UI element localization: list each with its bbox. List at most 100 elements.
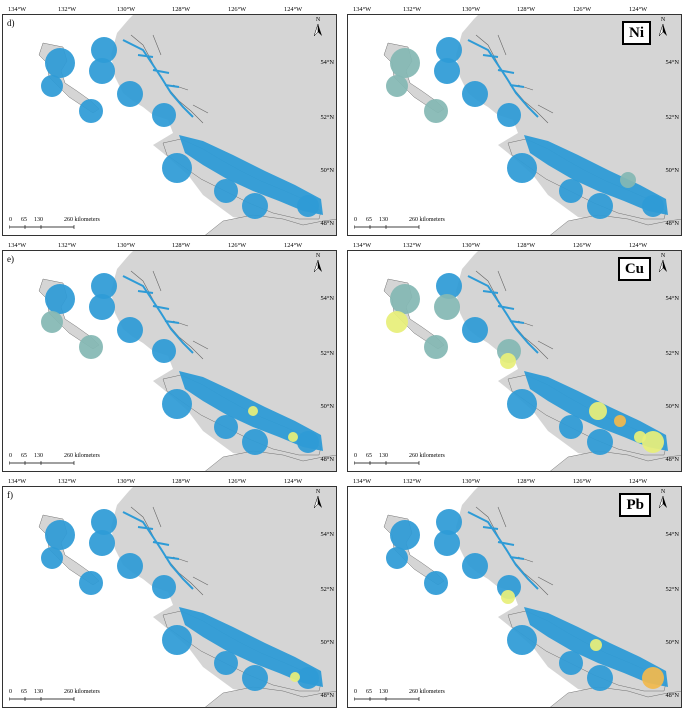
map-canvas [3, 251, 336, 471]
map-panel: Ni N 54°N 52°N 50°N 48°N 0 65 130 260 kilome… [347, 14, 682, 236]
longitude-tick: 130°W [462, 6, 481, 13]
concentration-buffer [589, 402, 607, 420]
concentration-buffer [434, 58, 460, 84]
longitude-tick: 132°W [403, 6, 422, 13]
concentration-buffer [587, 193, 613, 219]
inlets [467, 511, 539, 590]
longitude-tick: 134°W [8, 478, 27, 485]
concentration-buffer [297, 195, 319, 217]
concentration-buffer [242, 665, 268, 691]
concentration-buffer [89, 530, 115, 556]
scale-bar: 0 65 130 260 kilometers [9, 689, 100, 703]
concentration-buffer [507, 625, 537, 655]
concentration-buffer [152, 103, 176, 127]
us-mainland [205, 686, 336, 707]
north-label: N [660, 489, 666, 495]
concentration-buffer [587, 665, 613, 691]
concentration-buffer [436, 509, 462, 535]
strait [179, 135, 323, 215]
north-arrow-icon: N [313, 253, 322, 277]
concentration-buffer [152, 575, 176, 599]
longitude-tick: 128°W [172, 242, 191, 249]
concentration-buffer [642, 431, 664, 453]
concentration-buffer [424, 571, 448, 595]
latitude-tick: 54°N [320, 295, 334, 302]
longitude-tick: 128°W [517, 242, 536, 249]
scale-label: 130 [34, 217, 43, 223]
concentration-buffer [297, 431, 319, 453]
concentration-buffer [587, 429, 613, 455]
scale-label: 260 kilometers [64, 453, 100, 459]
longitude-tick: 128°W [172, 6, 191, 13]
longitude-tick: 134°W [8, 6, 27, 13]
concentration-buffer [290, 672, 300, 682]
panel-letter: e) [7, 254, 14, 264]
concentration-buffer [386, 75, 408, 97]
us-mainland [550, 214, 681, 235]
latitude-tick: 50°N [665, 403, 679, 410]
scale-bar: 0 65 130 260 kilometers [354, 453, 445, 467]
concentration-buffer [390, 48, 420, 78]
inlets [122, 275, 194, 354]
concentration-buffer [642, 195, 664, 217]
latitude-tick: 50°N [320, 639, 334, 646]
longitude-tick: 124°W [629, 478, 648, 485]
concentration-buffer [41, 311, 63, 333]
concentration-buffer [424, 99, 448, 123]
concentration-buffer [507, 153, 537, 183]
concentration-buffer [89, 58, 115, 84]
longitude-tick: 124°W [629, 242, 648, 249]
panel-letter: d) [7, 18, 15, 28]
concentration-buffer [117, 553, 143, 579]
concentration-buffer [501, 590, 515, 604]
latitude-tick: 54°N [320, 531, 334, 538]
scale-bar: 0 65 130 260 kilometers [9, 217, 100, 231]
concentration-buffer [152, 339, 176, 363]
scale-bar: 0 65 130 260 kilometers [354, 217, 445, 231]
scale-label: 260 kilometers [64, 217, 100, 223]
longitude-tick: 126°W [573, 6, 592, 13]
latitude-tick: 50°N [320, 167, 334, 174]
longitude-tick: 130°W [462, 478, 481, 485]
longitude-tick: 124°W [284, 478, 303, 485]
scale-label: 0 [9, 217, 12, 223]
longitude-tick: 126°W [573, 242, 592, 249]
latitude-tick: 52°N [665, 350, 679, 357]
longitude-tick: 132°W [58, 478, 77, 485]
latitude-tick: 52°N [320, 586, 334, 593]
panel-letter: f) [7, 490, 13, 500]
scale-label: 65 [21, 689, 27, 695]
longitude-tick: 124°W [284, 242, 303, 249]
concentration-buffer [214, 651, 238, 675]
concentration-buffer [424, 335, 448, 359]
scale-label: 260 kilometers [409, 217, 445, 223]
longitude-tick: 134°W [353, 478, 372, 485]
concentration-buffer [45, 520, 75, 550]
map-panel: e) N 54°N 52°N 50°N 48°N 0 65 130 260 kilome… [2, 250, 337, 472]
latitude-tick: 52°N [665, 114, 679, 121]
north-label: N [660, 17, 666, 23]
longitude-tick: 128°W [517, 6, 536, 13]
scale-label: 0 [9, 453, 12, 459]
concentration-buffer [559, 651, 583, 675]
concentration-buffer [45, 48, 75, 78]
north-arrow-icon: N [313, 489, 322, 513]
concentration-buffer [507, 389, 537, 419]
concentration-buffer [559, 179, 583, 203]
longitude-tick: 134°W [8, 242, 27, 249]
map-canvas [3, 487, 336, 707]
concentration-buffer [386, 311, 408, 333]
latitude-tick: 48°N [320, 456, 334, 463]
scale-label: 260 kilometers [64, 689, 100, 695]
concentration-buffer [91, 273, 117, 299]
longitude-tick: 128°W [172, 478, 191, 485]
scale-label: 0 [9, 689, 12, 695]
concentration-buffer [248, 406, 258, 416]
concentration-buffer [386, 547, 408, 569]
concentration-buffer [462, 317, 488, 343]
scale-label: 0 [354, 217, 357, 223]
scale-label: 130 [34, 689, 43, 695]
concentration-buffer [390, 284, 420, 314]
concentration-buffer [162, 153, 192, 183]
concentration-buffer [162, 625, 192, 655]
